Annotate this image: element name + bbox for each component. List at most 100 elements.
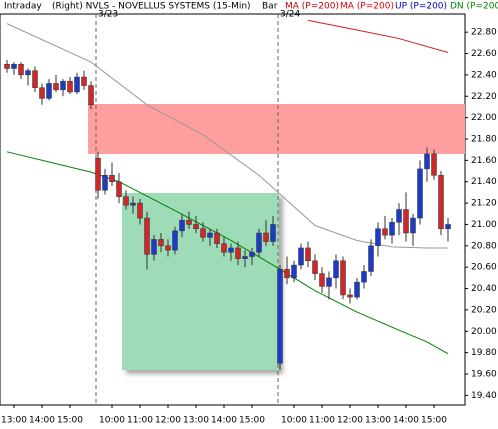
candle-body xyxy=(151,239,157,255)
x-tick-label: 15:00 xyxy=(421,416,447,426)
legend-entry: UP (P=200) xyxy=(395,2,447,12)
candle-body xyxy=(242,256,248,259)
x-tick-label: 15:00 xyxy=(57,416,83,426)
y-tick-label: 21.40 xyxy=(471,177,497,187)
candle-body xyxy=(249,251,255,257)
candle-body xyxy=(25,70,31,76)
candle-body xyxy=(361,271,367,283)
candle-body xyxy=(46,83,52,99)
candle-body xyxy=(88,85,94,106)
candle-body xyxy=(39,87,45,99)
y-tick-label: 20.60 xyxy=(471,263,497,273)
candle-body xyxy=(396,209,402,223)
candle-body xyxy=(291,264,297,279)
indicator-line xyxy=(307,19,449,53)
candle-body xyxy=(4,63,10,69)
candle-body xyxy=(424,153,430,170)
y-tick-label: 20.80 xyxy=(471,241,497,251)
candle-body xyxy=(172,230,178,251)
resistance-zone xyxy=(88,104,465,154)
chart-label: Intraday xyxy=(4,2,42,12)
candle-body xyxy=(165,245,171,251)
x-tick-label: 14:00 xyxy=(211,416,237,426)
candle-body xyxy=(235,247,241,259)
candle-body xyxy=(228,247,234,253)
candle-body xyxy=(305,247,311,262)
candle-body xyxy=(193,224,199,229)
x-tick-label: 10:00 xyxy=(99,416,125,426)
y-tick-label: 20.40 xyxy=(471,284,497,294)
candle-body xyxy=(368,245,374,272)
y-tick-label: 20.00 xyxy=(471,327,497,337)
candle-body xyxy=(284,269,290,279)
candle-body xyxy=(417,168,423,219)
candle-body xyxy=(214,232,220,244)
candle-body xyxy=(18,63,24,76)
candle-body xyxy=(200,228,206,238)
y-tick-label: 22.80 xyxy=(471,28,497,38)
candle-body xyxy=(11,63,17,69)
candle-body xyxy=(270,224,276,242)
candle-body xyxy=(431,153,437,176)
bar-label: Bar xyxy=(262,2,278,12)
candle-body xyxy=(347,294,353,298)
y-tick-label: 22.20 xyxy=(471,92,497,102)
y-tick-label: 19.60 xyxy=(471,370,497,380)
legend-entry: DN (P=200) xyxy=(450,2,498,12)
y-tick-label: 22.00 xyxy=(471,113,497,123)
candle-body xyxy=(81,76,87,86)
candle-body xyxy=(158,239,164,247)
x-tick-label: 14:00 xyxy=(393,416,419,426)
candle-body xyxy=(333,260,339,279)
session-date: 3/23 xyxy=(98,10,118,20)
y-tick-label: 22.40 xyxy=(471,70,497,80)
plot xyxy=(4,14,451,405)
candle-body xyxy=(319,273,325,287)
x-tick-label: 11:00 xyxy=(127,416,153,426)
x-tick-label: 15:00 xyxy=(239,416,265,426)
candle-body xyxy=(53,83,59,91)
candle-body xyxy=(410,217,416,234)
candle-body xyxy=(326,277,332,287)
y-tick-label: 21.20 xyxy=(471,199,497,209)
candle-body xyxy=(389,222,395,236)
candle-body xyxy=(354,281,360,298)
x-tick-label: 14:00 xyxy=(29,416,55,426)
x-tick-label: 13:00 xyxy=(183,416,209,426)
y-tick-label: 21.80 xyxy=(471,134,497,144)
x-tick-label: 13:00 xyxy=(365,416,391,426)
candle-body xyxy=(277,269,283,364)
x-tick-label: 12:00 xyxy=(337,416,363,426)
y-tick-label: 22.60 xyxy=(471,49,497,59)
candle-body xyxy=(298,247,304,266)
candle-body xyxy=(144,217,150,255)
candle-body xyxy=(179,219,185,232)
candle-body xyxy=(438,175,444,229)
x-tick-label: 13:00 xyxy=(1,416,27,426)
candle-body xyxy=(263,232,269,242)
candle-body xyxy=(102,175,108,191)
y-tick-label: 21.60 xyxy=(471,156,497,166)
candle-body xyxy=(60,81,66,91)
x-tick-label: 10:00 xyxy=(281,416,307,426)
x-tick-label: 11:00 xyxy=(309,416,335,426)
candle-body xyxy=(116,181,122,197)
candle-body xyxy=(67,81,73,93)
candle-body xyxy=(445,224,451,229)
candle-body xyxy=(186,219,192,225)
candle-body xyxy=(32,70,38,88)
candle-body xyxy=(312,260,318,274)
candle-body xyxy=(375,228,381,247)
legend-entry: MA (P=200) xyxy=(340,2,394,12)
candle-body xyxy=(130,202,136,206)
legend-entry: MA (P=200) xyxy=(285,2,339,12)
candle-body xyxy=(403,209,409,234)
candle-body xyxy=(137,202,143,219)
candle-body xyxy=(256,232,262,253)
candle-body xyxy=(221,243,227,253)
candle-body xyxy=(207,232,213,238)
y-tick-label: 20.20 xyxy=(471,305,497,315)
candle-body xyxy=(382,228,388,236)
candle-body xyxy=(74,76,80,93)
session-date: 3/24 xyxy=(280,10,300,20)
